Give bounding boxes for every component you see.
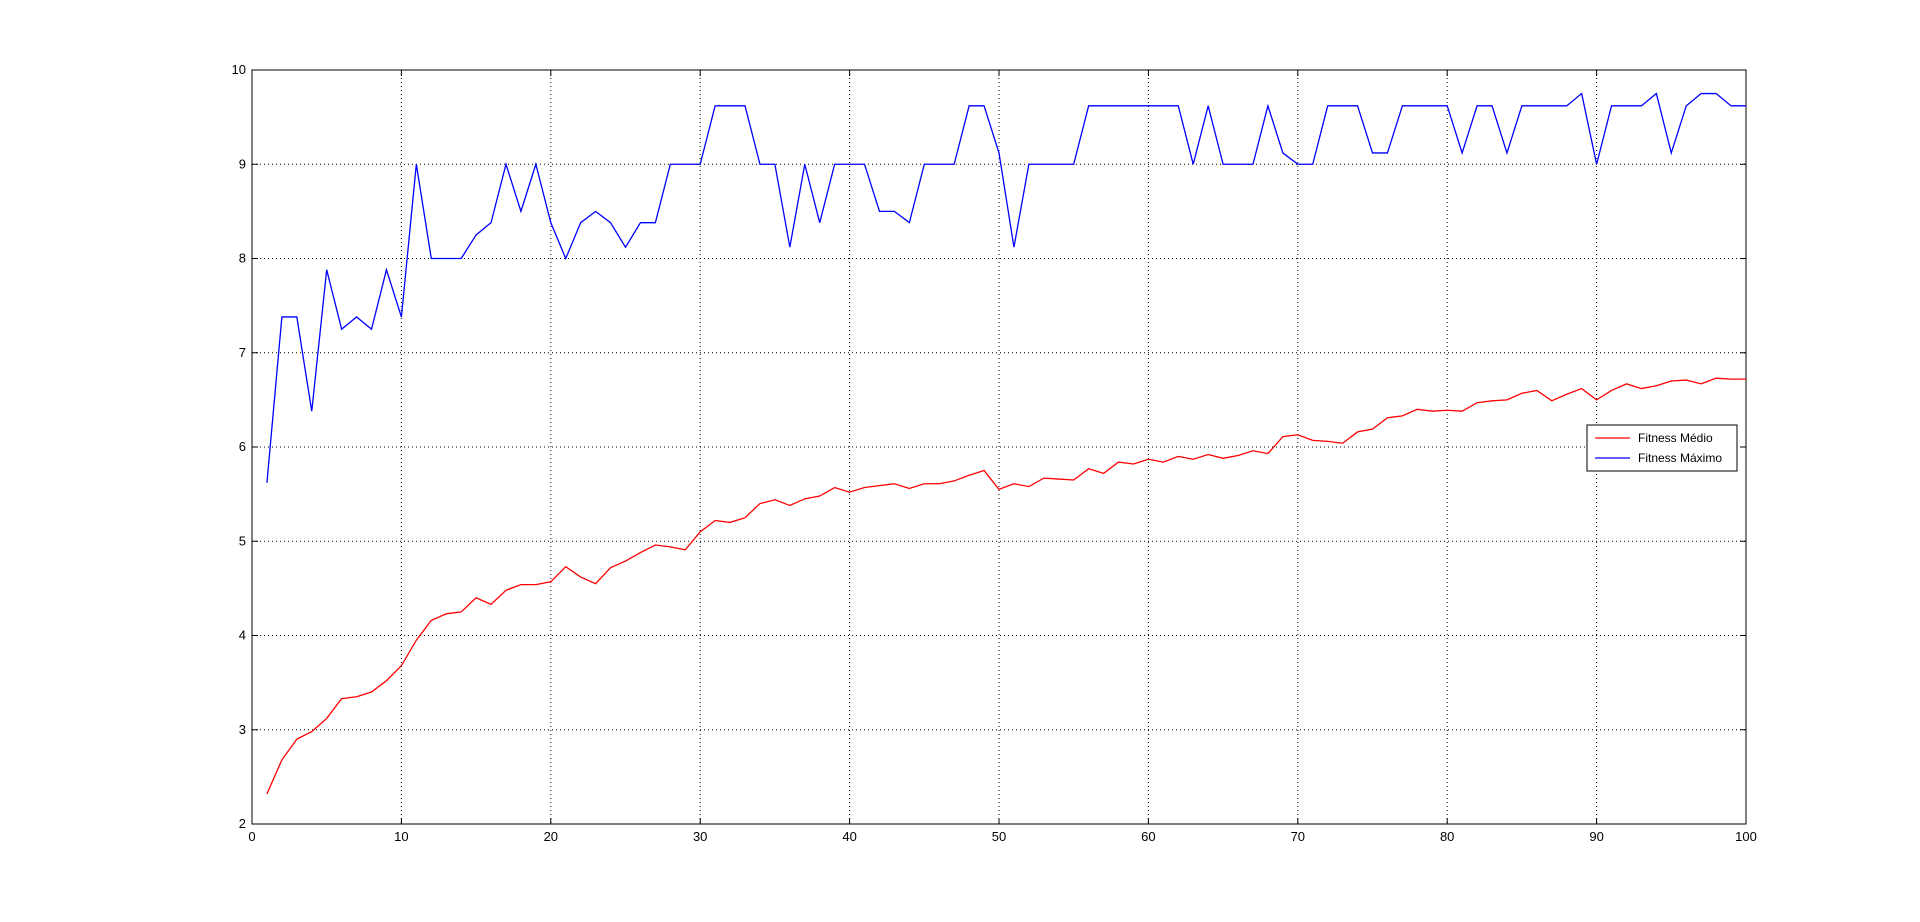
x-tick-label: 50: [992, 829, 1006, 844]
grid: [252, 70, 1746, 824]
y-tick-label: 8: [239, 251, 246, 266]
y-tick-label: 7: [239, 345, 246, 360]
y-tick-label: 2: [239, 816, 246, 831]
series-line-0: [266, 377, 1746, 795]
legend-label-1: Fitness Máximo: [1638, 451, 1722, 465]
series-lines: [266, 92, 1746, 795]
legend[interactable]: Fitness Médio Fitness Máximo: [1586, 424, 1738, 472]
legend-label-0: Fitness Médio: [1638, 431, 1713, 445]
x-tick-label: 30: [693, 829, 707, 844]
x-tick-label: 80: [1440, 829, 1454, 844]
x-tick-label: 40: [842, 829, 856, 844]
y-tick-label: 9: [239, 156, 246, 171]
x-tick-label: 100: [1735, 829, 1757, 844]
y-tick-label: 10: [232, 62, 246, 77]
legend-items: Fitness Médio Fitness Máximo: [1595, 431, 1722, 465]
ticks: 0 10 20 30 40 50 60 70 80 90 100 2 3 4 5 6 7 8 9 10: [232, 62, 1757, 844]
x-tick-label: 70: [1291, 829, 1305, 844]
x-tick-label: 0: [248, 829, 255, 844]
y-tick-label: 4: [239, 628, 246, 643]
series-line-1: [266, 92, 1746, 483]
legend-box: [1586, 424, 1738, 472]
x-tick-label: 90: [1589, 829, 1603, 844]
y-tick-label: 5: [239, 533, 246, 548]
x-tick-label: 60: [1141, 829, 1155, 844]
y-tick-label: 3: [239, 722, 246, 737]
y-tick-label: 6: [239, 439, 246, 454]
x-tick-label: 20: [544, 829, 558, 844]
x-tick-label: 10: [394, 829, 408, 844]
